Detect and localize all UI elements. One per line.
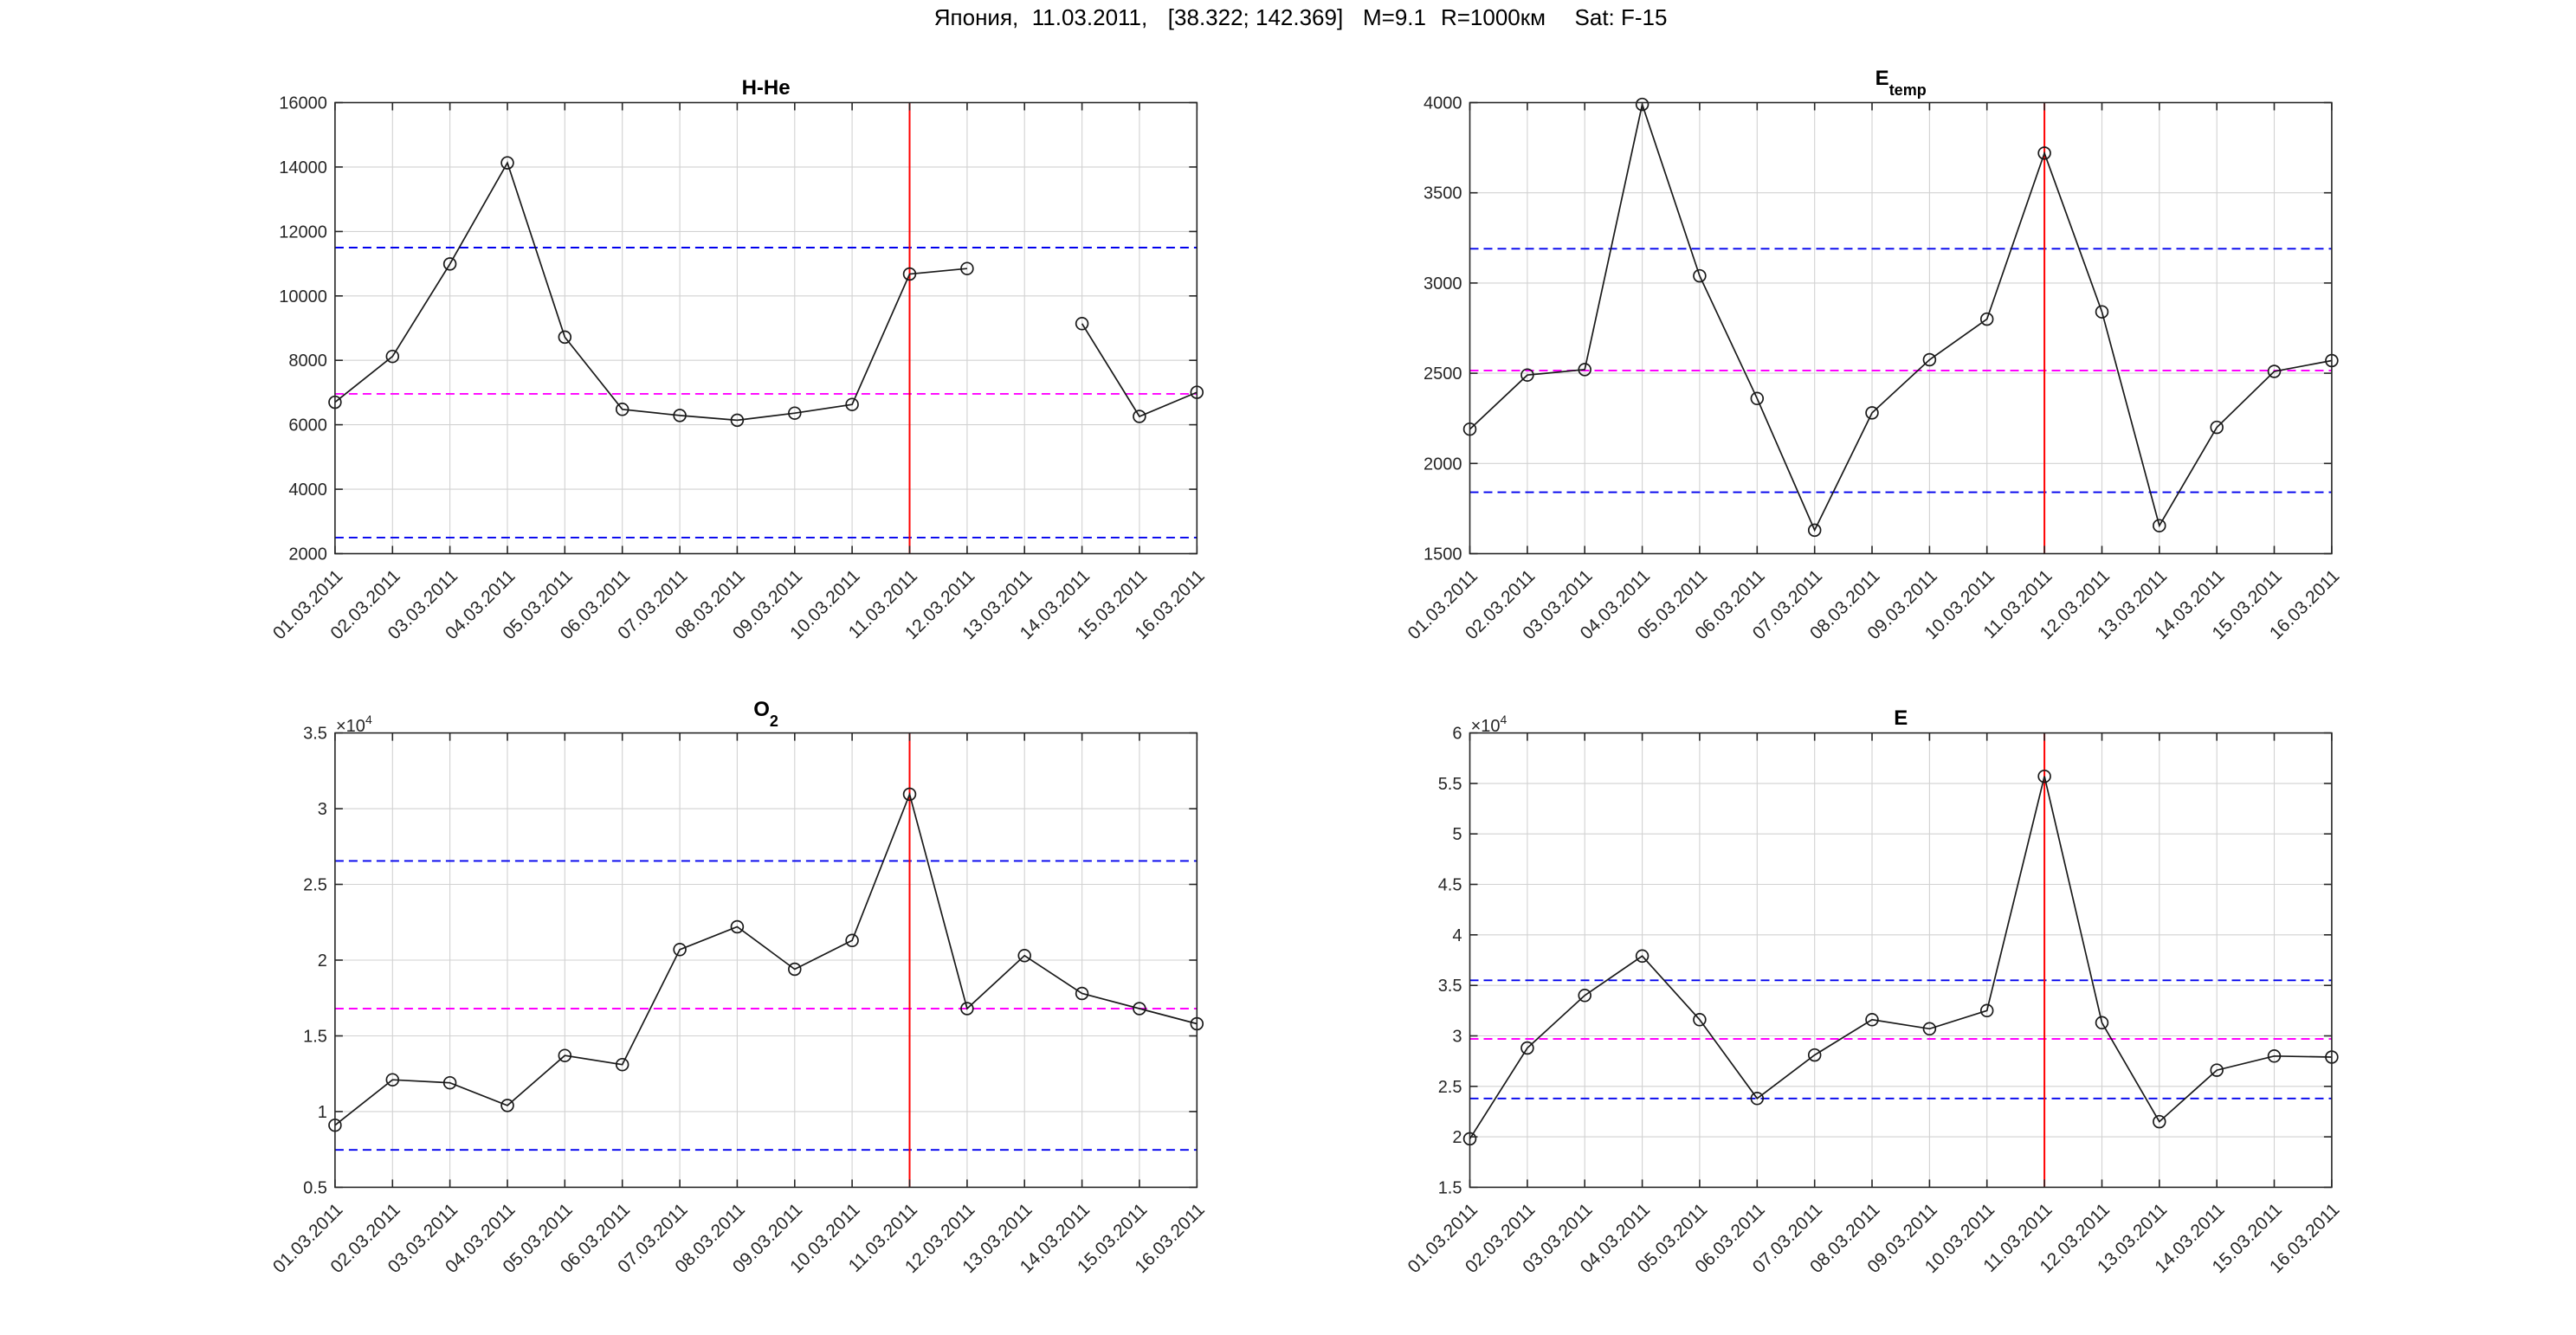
svg-text:3.5: 3.5: [303, 725, 327, 744]
svg-text:3: 3: [318, 800, 327, 819]
svg-text:2000: 2000: [1424, 455, 1462, 474]
svg-text:1.5: 1.5: [303, 1028, 327, 1047]
svg-text:[38.322; 142.369]: [38.322; 142.369]: [1168, 4, 1343, 30]
svg-text:E: E: [1894, 706, 1908, 730]
svg-text:16000: 16000: [279, 94, 327, 113]
svg-text:M=9.1: M=9.1: [1363, 4, 1426, 30]
svg-text:H-He: H-He: [742, 76, 791, 100]
svg-text:10000: 10000: [279, 287, 327, 306]
svg-text:3000: 3000: [1424, 274, 1462, 293]
svg-text:4.5: 4.5: [1438, 876, 1462, 895]
svg-text:Sat: F-15: Sat: F-15: [1575, 4, 1668, 30]
svg-text:8000: 8000: [288, 351, 327, 371]
svg-text:6000: 6000: [288, 416, 327, 435]
svg-text:4: 4: [1452, 926, 1462, 945]
svg-text:2500: 2500: [1424, 364, 1462, 384]
svg-text:5: 5: [1452, 825, 1462, 844]
svg-text:12000: 12000: [279, 222, 327, 242]
svg-text:3500: 3500: [1424, 184, 1462, 203]
svg-text:2000: 2000: [288, 545, 327, 564]
svg-text:1500: 1500: [1424, 545, 1462, 564]
svg-text:4000: 4000: [288, 480, 327, 500]
svg-text:1: 1: [318, 1103, 327, 1122]
svg-text:2: 2: [1452, 1128, 1462, 1147]
svg-text:1.5: 1.5: [1438, 1178, 1462, 1197]
svg-text:0.5: 0.5: [303, 1178, 327, 1197]
svg-text:11.03.2011,: 11.03.2011,: [1032, 4, 1148, 30]
svg-text:2.5: 2.5: [303, 876, 327, 895]
svg-text:4000: 4000: [1424, 94, 1462, 113]
svg-text:3.5: 3.5: [1438, 977, 1462, 996]
svg-text:2.5: 2.5: [1438, 1078, 1462, 1097]
svg-text:3: 3: [1452, 1028, 1462, 1047]
svg-text:14000: 14000: [279, 158, 327, 177]
svg-text:Япония,: Япония,: [934, 4, 1019, 30]
svg-text:6: 6: [1452, 725, 1462, 744]
svg-text:2: 2: [318, 951, 327, 971]
svg-text:R=1000км: R=1000км: [1441, 4, 1546, 30]
svg-text:5.5: 5.5: [1438, 775, 1462, 794]
